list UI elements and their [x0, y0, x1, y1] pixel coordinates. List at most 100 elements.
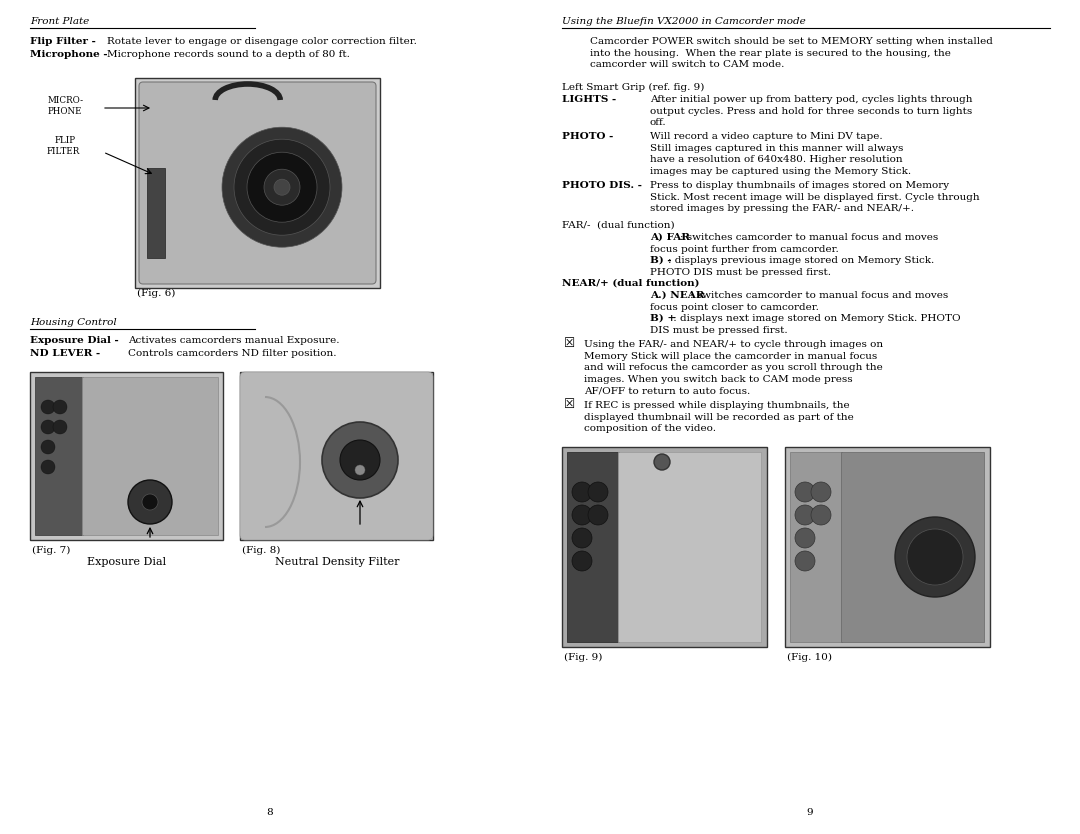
Circle shape	[811, 482, 831, 502]
Text: Rotate lever to engage or disengage color correction filter.: Rotate lever to engage or disengage colo…	[107, 37, 417, 46]
Text: : switches camcorder to manual focus and moves: : switches camcorder to manual focus and…	[690, 291, 948, 300]
Text: PHONE: PHONE	[48, 107, 82, 116]
Text: FAR/-  (dual function): FAR/- (dual function)	[562, 221, 675, 230]
Text: Using the Bluefin VX2000 in Camcorder mode: Using the Bluefin VX2000 in Camcorder mo…	[562, 17, 806, 26]
Circle shape	[795, 551, 815, 571]
Text: focus point closer to camcorder.: focus point closer to camcorder.	[650, 303, 819, 312]
Circle shape	[355, 465, 365, 475]
Circle shape	[274, 179, 291, 195]
Circle shape	[572, 551, 592, 571]
Circle shape	[795, 528, 815, 548]
Text: Exposure Dial -: Exposure Dial -	[30, 336, 119, 345]
Text: camcorder will switch to CAM mode.: camcorder will switch to CAM mode.	[590, 60, 784, 69]
Text: Left Smart Grip (ref. fig. 9): Left Smart Grip (ref. fig. 9)	[562, 83, 704, 92]
Text: (Fig. 7): (Fig. 7)	[32, 546, 70, 555]
Text: Exposure Dial: Exposure Dial	[87, 557, 166, 567]
Text: off.: off.	[650, 118, 666, 127]
Text: output cycles. Press and hold for three seconds to turn lights: output cycles. Press and hold for three …	[650, 107, 972, 115]
Bar	[785, 447, 990, 647]
Circle shape	[41, 420, 55, 434]
Circle shape	[795, 505, 815, 525]
Text: focus point further from camcorder.: focus point further from camcorder.	[650, 244, 839, 254]
Text: composition of the video.: composition of the video.	[584, 424, 716, 433]
Text: (Fig. 9): (Fig. 9)	[564, 653, 603, 662]
Circle shape	[322, 422, 399, 498]
Text: : displays previous image stored on Memory Stick.: : displays previous image stored on Memo…	[669, 256, 934, 265]
Circle shape	[53, 400, 67, 414]
Circle shape	[264, 169, 300, 205]
Text: PHOTO -: PHOTO -	[562, 132, 613, 141]
Bar	[841, 452, 984, 642]
Text: (Fig. 10): (Fig. 10)	[787, 653, 832, 662]
Circle shape	[41, 440, 55, 454]
Text: : switches camcorder to manual focus and moves: : switches camcorder to manual focus and…	[680, 233, 939, 242]
Text: Memory Stick will place the camcorder in manual focus: Memory Stick will place the camcorder in…	[584, 351, 877, 360]
Bar	[82, 377, 218, 535]
Circle shape	[588, 505, 608, 525]
Text: FILTER: FILTER	[48, 147, 80, 156]
Text: Front Plate: Front Plate	[30, 17, 90, 26]
Circle shape	[572, 505, 592, 525]
Circle shape	[53, 420, 67, 434]
Text: Still images captured in this manner will always: Still images captured in this manner wil…	[650, 143, 903, 153]
Circle shape	[654, 454, 670, 470]
Text: have a resolution of 640x480. Higher resolution: have a resolution of 640x480. Higher res…	[650, 155, 903, 164]
Bar	[567, 452, 619, 642]
Text: B) -: B) -	[650, 256, 672, 265]
Bar	[789, 452, 842, 642]
Text: B) +: B) +	[650, 314, 676, 323]
Circle shape	[222, 128, 342, 247]
Bar	[618, 452, 761, 642]
Circle shape	[129, 480, 172, 524]
Circle shape	[41, 460, 55, 474]
Text: Camcorder POWER switch should be set to MEMORY setting when installed: Camcorder POWER switch should be set to …	[590, 37, 993, 46]
Circle shape	[811, 505, 831, 525]
Text: 9: 9	[807, 808, 813, 817]
Text: Microphone -: Microphone -	[30, 50, 108, 59]
Circle shape	[247, 152, 318, 222]
Text: : displays next image stored on Memory Stick. PHOTO: : displays next image stored on Memory S…	[670, 314, 960, 323]
Text: If REC is pressed while displaying thumbnails, the: If REC is pressed while displaying thumb…	[584, 401, 850, 410]
FancyBboxPatch shape	[240, 372, 433, 540]
Bar	[562, 447, 767, 647]
Circle shape	[572, 528, 592, 548]
Text: LIGHTS -: LIGHTS -	[562, 95, 617, 104]
Bar	[30, 372, 222, 540]
Text: stored images by pressing the FAR/- and NEAR/+.: stored images by pressing the FAR/- and …	[650, 204, 914, 213]
Text: Using the FAR/- and NEAR/+ to cycle through images on: Using the FAR/- and NEAR/+ to cycle thro…	[584, 340, 883, 349]
Text: PHOTO DIS must be pressed first.: PHOTO DIS must be pressed first.	[650, 268, 831, 277]
Text: ND LEVER -: ND LEVER -	[30, 349, 100, 358]
Text: 8: 8	[267, 808, 273, 817]
Circle shape	[41, 400, 55, 414]
Text: (Fig. 6): (Fig. 6)	[137, 289, 175, 298]
Text: DIS must be pressed first.: DIS must be pressed first.	[650, 325, 787, 334]
Text: After initial power up from battery pod, cycles lights through: After initial power up from battery pod,…	[650, 95, 972, 104]
Text: Activates camcorders manual Exposure.: Activates camcorders manual Exposure.	[129, 336, 339, 345]
Bar	[147, 168, 165, 258]
Text: and will refocus the camcorder as you scroll through the: and will refocus the camcorder as you sc…	[584, 363, 882, 372]
Text: A) FAR: A) FAR	[650, 233, 690, 242]
Text: images. When you switch back to CAM mode press: images. When you switch back to CAM mode…	[584, 374, 852, 384]
Text: Press to display thumbnails of images stored on Memory: Press to display thumbnails of images st…	[650, 181, 949, 190]
Bar	[135, 78, 380, 288]
Bar	[240, 372, 433, 540]
Text: NEAR/+ (dual function): NEAR/+ (dual function)	[562, 279, 700, 288]
Circle shape	[141, 494, 158, 510]
Circle shape	[895, 517, 975, 597]
Circle shape	[340, 440, 380, 480]
Text: Flip Filter -: Flip Filter -	[30, 37, 96, 46]
Circle shape	[234, 139, 330, 235]
Text: displayed thumbnail will be recorded as part of the: displayed thumbnail will be recorded as …	[584, 413, 854, 421]
Text: Stick. Most recent image will be displayed first. Cycle through: Stick. Most recent image will be display…	[650, 193, 980, 202]
Text: Controls camcorders ND filter position.: Controls camcorders ND filter position.	[129, 349, 337, 358]
Circle shape	[588, 482, 608, 502]
Text: ☒: ☒	[564, 337, 576, 350]
FancyBboxPatch shape	[139, 82, 376, 284]
Circle shape	[572, 482, 592, 502]
Text: PHOTO DIS. -: PHOTO DIS. -	[562, 181, 642, 190]
Text: ☒: ☒	[564, 398, 576, 411]
Circle shape	[907, 529, 963, 585]
Text: A.) NEAR: A.) NEAR	[650, 291, 704, 300]
Text: (Fig. 8): (Fig. 8)	[242, 546, 281, 555]
Text: Microphone records sound to a depth of 80 ft.: Microphone records sound to a depth of 8…	[107, 50, 350, 59]
